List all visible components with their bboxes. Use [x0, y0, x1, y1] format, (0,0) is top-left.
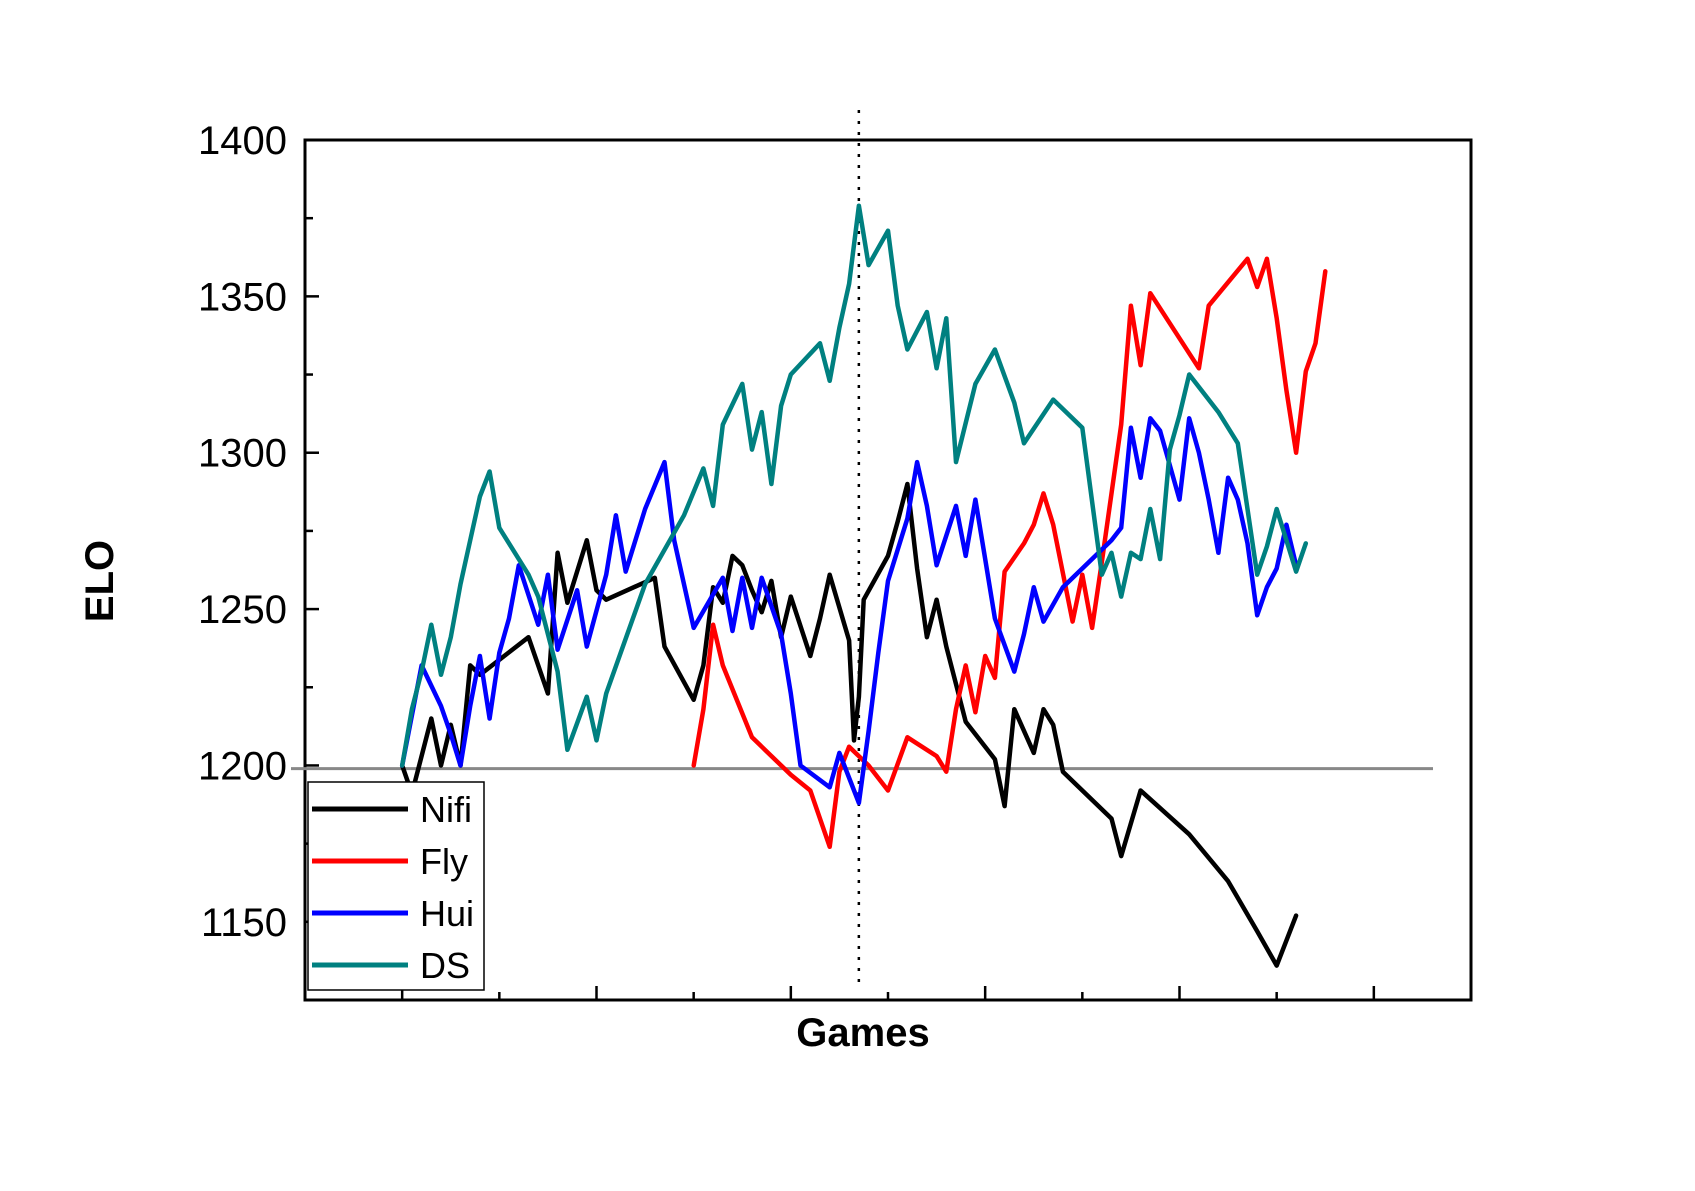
y-tick-label: 1250	[198, 588, 287, 632]
y-tick-label: 1200	[198, 744, 287, 788]
y-tick-label: 1400	[198, 119, 287, 163]
legend-label-ds: DS	[420, 945, 470, 986]
series-layer	[399, 203, 1328, 968]
legend-label-nifi: Nifi	[420, 789, 472, 830]
legend: Nifi Fly Hui DS	[307, 781, 485, 991]
series-line-nifi	[399, 481, 1299, 968]
series-line-fly	[691, 256, 1328, 850]
series-line-ds	[399, 203, 1309, 768]
legend-box	[307, 781, 485, 991]
y-tick-label: 1350	[198, 275, 287, 319]
x-axis-title: Games	[796, 1011, 929, 1055]
y-tick-label: 1300	[198, 432, 287, 476]
series-line-hui	[399, 416, 1299, 806]
y-tick-label: 1150	[201, 901, 287, 945]
legend-label-fly: Fly	[420, 841, 468, 882]
y-tick-labels: 1150 1200 1250 1300 1350 1400	[198, 119, 287, 945]
y-axis-title: ELO	[78, 540, 122, 622]
legend-label-hui: Hui	[420, 893, 474, 934]
